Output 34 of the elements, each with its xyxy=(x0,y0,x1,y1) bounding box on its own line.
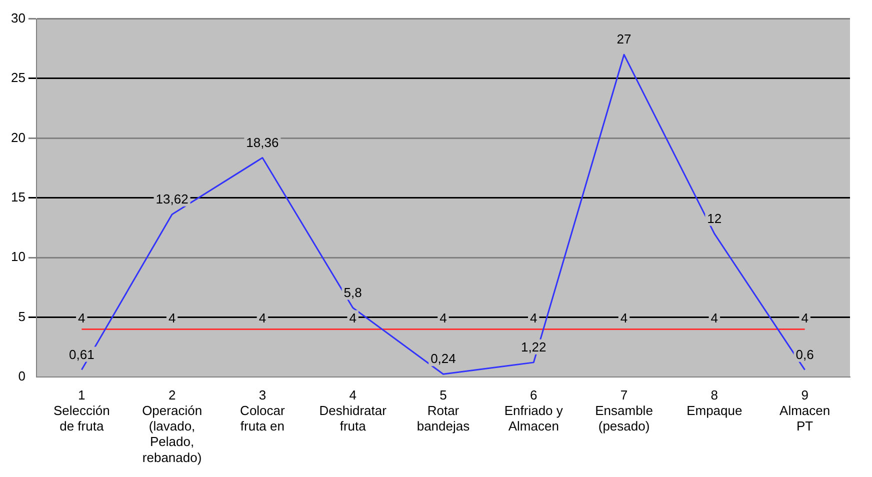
data-label: 5,8 xyxy=(344,284,362,300)
y-tick-label: 15 xyxy=(10,189,26,204)
data-label: 1,22 xyxy=(520,340,546,355)
x-tick-label: 4 Deshidratar fruta xyxy=(319,387,388,434)
x-tick-label: 8 Empaque xyxy=(686,387,742,418)
y-tick-label: 30 xyxy=(10,10,26,26)
data-label: 12 xyxy=(707,210,722,226)
y-tick-label: 5 xyxy=(18,308,26,324)
data-label: 27 xyxy=(616,32,632,47)
data-label: 4 xyxy=(620,310,628,326)
x-tick-label: 1 Selección de fruta xyxy=(53,387,110,434)
data-label: 4 xyxy=(168,310,176,326)
y-tick-label: 10 xyxy=(10,249,26,264)
data-label: 18,36 xyxy=(246,134,279,150)
data-label: 4 xyxy=(530,310,538,326)
data-label: 4 xyxy=(78,310,86,326)
data-label: 4 xyxy=(349,310,356,326)
y-tick-label: 20 xyxy=(10,130,26,145)
x-tick-label: 7 Ensamble (pesado) xyxy=(595,387,653,434)
data-label: 0,61 xyxy=(69,346,94,362)
y-tick-label: 0 xyxy=(18,368,26,384)
data-label: 4 xyxy=(801,310,808,326)
y-tick-label: 25 xyxy=(10,70,26,86)
data-label: 13,62 xyxy=(156,191,188,206)
data-label: 0,6 xyxy=(796,346,814,362)
x-tick-label: 2 Operación (lavado, Pelado, rebanado) xyxy=(142,387,202,465)
data-label: 4 xyxy=(440,310,447,326)
x-tick-label: 3 Colocar fruta en xyxy=(240,387,286,434)
data-label: 4 xyxy=(710,310,718,326)
x-tick-label: 5 Rotar bandejas xyxy=(416,387,470,434)
data-label: 0,24 xyxy=(430,351,456,366)
x-tick-label: 9 Almacen PT xyxy=(780,387,830,434)
x-tick-label: 6 Enfriado y Almacen xyxy=(504,387,564,434)
data-label: 4 xyxy=(258,310,266,326)
